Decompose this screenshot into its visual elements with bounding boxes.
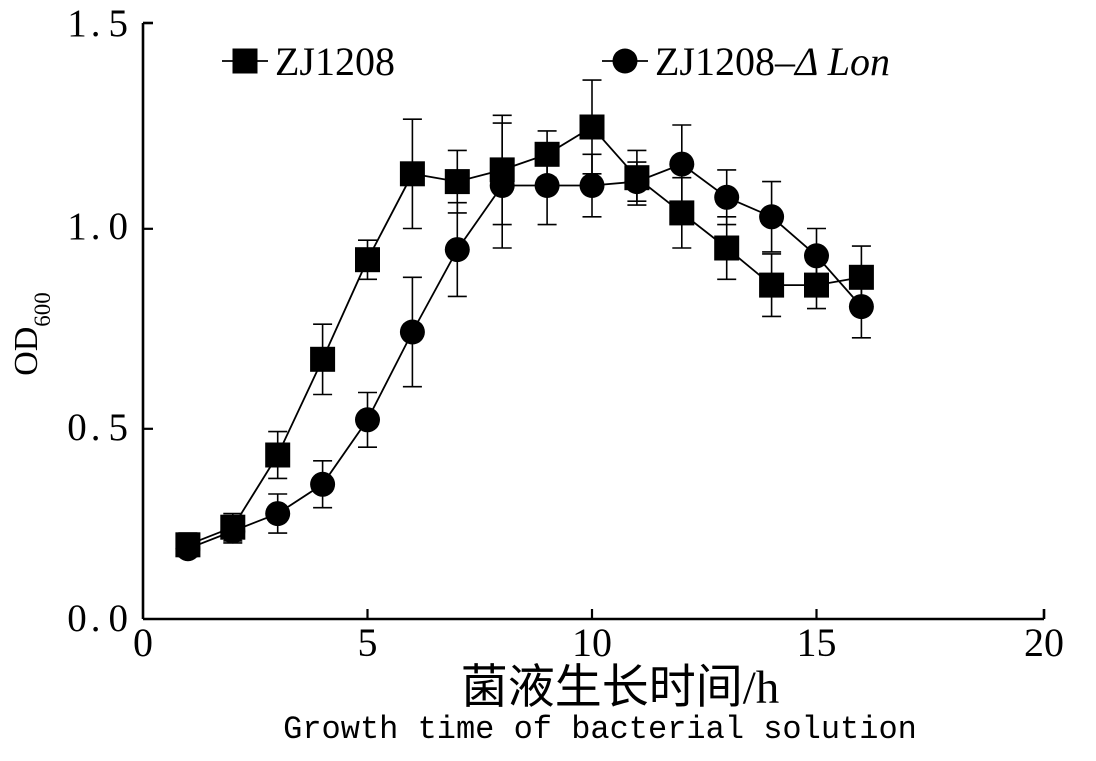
svg-text:Growth time of bacterial solut: Growth time of bacterial solution <box>283 711 917 748</box>
svg-text:20: 20 <box>1024 620 1064 665</box>
svg-text:0.0: 0. 0 <box>67 597 132 640</box>
svg-text:ZJ1208: ZJ1208 <box>275 39 395 84</box>
svg-text:5: 5 <box>358 620 378 665</box>
svg-text:10: 10 <box>572 620 612 665</box>
svg-text:ZJ1208–Δ Lon: ZJ1208–Δ Lon <box>655 39 890 84</box>
svg-text:菌液生长时间/h: 菌液生长时间/h <box>461 662 780 714</box>
svg-text:0: 0 <box>133 620 153 665</box>
svg-text:OD600: OD600 <box>8 292 55 376</box>
svg-text:1.0: 1. 0 <box>67 205 132 248</box>
svg-text:15: 15 <box>797 620 837 665</box>
svg-text:1.5: 1. 5 <box>67 2 132 45</box>
svg-text:0.5: 0. 5 <box>67 406 132 449</box>
